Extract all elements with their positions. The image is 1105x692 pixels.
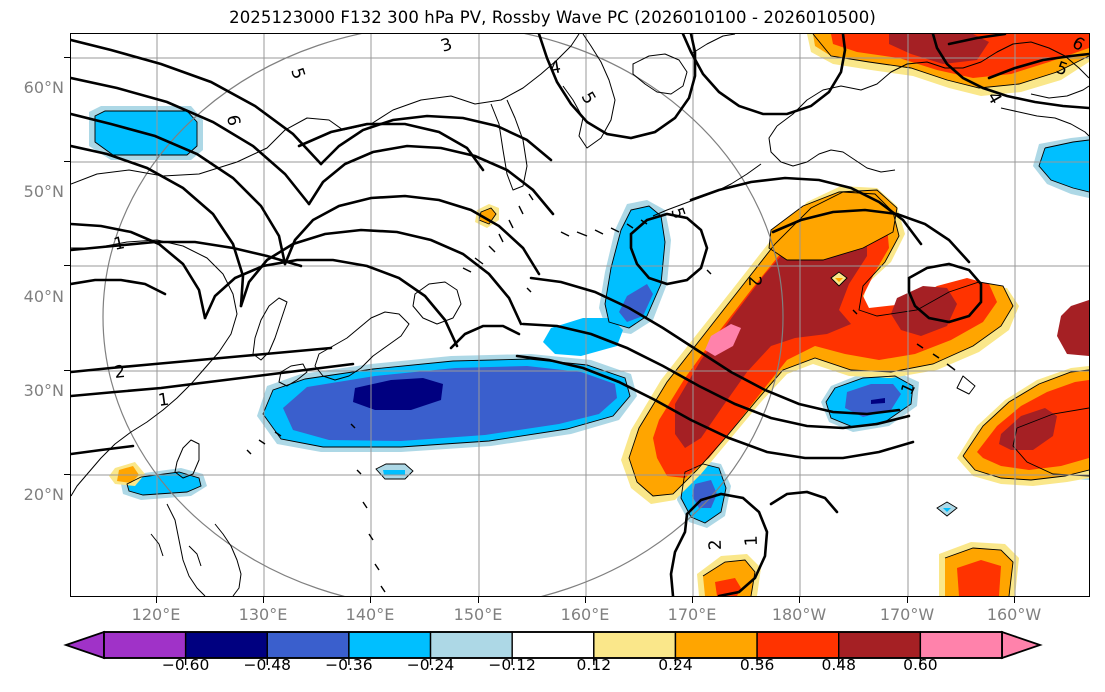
tick-lat — [64, 474, 70, 476]
contour-label: 5 — [666, 205, 688, 222]
graticule — [71, 34, 1089, 596]
colorbar-tick-label: 0.24 — [658, 656, 693, 674]
axis-label-lon-160E: 160°E — [560, 605, 610, 624]
fill-patch — [835, 278, 843, 282]
colorbar-bar — [63, 630, 1043, 665]
tick-lon — [692, 597, 694, 603]
colorbar-swatch[interactable] — [266, 631, 350, 659]
coastlines — [71, 34, 1089, 596]
colorbar-tick-label: −0.60 — [161, 656, 210, 674]
axis-label-lon-170E: 170°E — [667, 605, 717, 624]
fill-outlines — [94, 34, 1089, 596]
axis-label-lon-130E: 130°E — [238, 605, 288, 624]
colorbar-swatch[interactable] — [919, 631, 1003, 659]
map-panel[interactable]: 1 2 1 3 4 6 5 5 5 5 6 4 2 1 1 2 — [70, 33, 1090, 597]
colorbar-tick-label: 0.60 — [903, 656, 938, 674]
fill-patch — [675, 220, 867, 448]
fill-patch — [943, 508, 951, 512]
contour-label: 1 — [742, 535, 762, 547]
contour-label: 2 — [744, 275, 764, 287]
fill-patch — [383, 470, 405, 475]
tick-lat — [64, 265, 70, 267]
fill-patch — [543, 318, 623, 356]
axis-label-lat-30: 30°N — [23, 381, 64, 400]
colorbar-tick-label: 0.48 — [821, 656, 856, 674]
tick-lon — [585, 597, 587, 603]
axis-label-lon-120E: 120°E — [131, 605, 181, 624]
tick-lon — [1014, 597, 1016, 603]
colorbar-swatch[interactable] — [511, 631, 595, 659]
colorbar-swatch[interactable] — [838, 631, 922, 659]
fill-patch — [283, 366, 617, 441]
contour-label: 1 — [112, 233, 127, 255]
colorbar-tick-label: 0.36 — [739, 656, 775, 674]
contour-label: 2 — [113, 362, 126, 383]
tick-lat — [64, 161, 70, 163]
contour-label: 5 — [286, 65, 308, 81]
colorbar-swatch[interactable] — [674, 631, 758, 659]
colorbar-tick-label: −0.12 — [488, 656, 536, 674]
tick-lat — [64, 370, 70, 372]
contour-label: 4 — [548, 57, 562, 79]
axis-label-lon-160W: 160°W — [986, 605, 1042, 624]
colorbar-swatch[interactable] — [756, 631, 840, 659]
contour-label: 3 — [438, 34, 454, 56]
fill-patch — [871, 398, 885, 404]
contour-label: 5 — [577, 89, 600, 108]
map-canvas: 1 2 1 3 4 6 5 5 5 5 6 4 2 1 1 2 — [71, 34, 1089, 596]
axis-label-lat-20: 20°N — [23, 485, 64, 504]
fill-patch — [653, 204, 997, 478]
tick-lat — [64, 57, 70, 59]
tick-lon — [370, 597, 372, 603]
colorbar-swatch[interactable] — [348, 631, 432, 659]
colorbar[interactable]: −0.60 −0.48 −0.36 −0.24 −0.12 0.12 0.24 … — [0, 626, 1105, 692]
tick-lon — [478, 597, 480, 603]
colorbar-swatch[interactable] — [184, 631, 268, 659]
axis-label-lon-180W: 180°W — [771, 605, 827, 624]
contour-label: 1 — [157, 390, 171, 411]
contour-label: 2 — [706, 539, 726, 551]
tick-lon — [263, 597, 265, 603]
page-title: 2025123000 F132 300 hPa PV, Rossby Wave … — [229, 8, 876, 27]
fill-patch — [1039, 140, 1089, 192]
axis-label-lat-60: 60°N — [23, 78, 64, 97]
axis-label-lon-170W: 170°W — [879, 605, 935, 624]
fill-patch — [353, 378, 443, 410]
colorbar-extend-low — [63, 630, 105, 660]
fill-patch — [1057, 300, 1089, 356]
tick-lon — [799, 597, 801, 603]
fill-patch — [957, 560, 1001, 596]
contour-label: 6 — [222, 113, 244, 127]
colorbar-swatch[interactable] — [103, 631, 187, 659]
axis-label-lon-140E: 140°E — [345, 605, 395, 624]
colorbar-tick-label: −0.48 — [243, 656, 292, 674]
colorbar-swatch[interactable] — [593, 631, 677, 659]
fill-patch — [705, 324, 741, 356]
tick-lon — [907, 597, 909, 603]
axis-label-lon-150E: 150°E — [453, 605, 503, 624]
colorbar-tick-label: −0.36 — [325, 656, 373, 674]
colorbar-extend-high — [1001, 630, 1043, 660]
range-circle — [102, 34, 784, 596]
colorbar-tick-label: 0.12 — [576, 656, 612, 674]
colorbar-border — [103, 631, 1003, 659]
colorbar-tick-label: −0.24 — [406, 656, 455, 674]
colorbar-swatch[interactable] — [429, 631, 513, 659]
fill-patch — [619, 284, 653, 322]
axis-label-lat-50: 50°N — [23, 182, 64, 201]
tick-lon — [156, 597, 158, 603]
axis-label-lat-40: 40°N — [23, 287, 64, 306]
pv-contours — [71, 34, 1089, 596]
fill-patch — [715, 578, 741, 596]
